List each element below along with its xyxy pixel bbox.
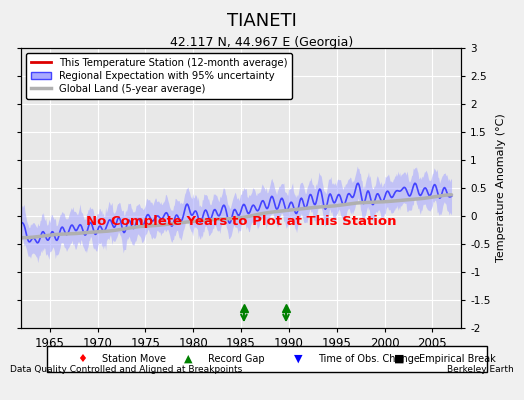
Regional Expectation with 95% uncertainty [42,234,49,239]
Regional Expectation with 95% uncertainty [18,220,24,225]
Regional Expectation with 95% uncertainty [346,191,353,196]
Global Land (5-year average) [278,208,285,213]
Global Land (5-year average) [322,204,329,209]
Text: TIANETI: TIANETI [227,12,297,30]
Text: 42.117 N, 44.967 E (Georgia): 42.117 N, 44.967 E (Georgia) [170,36,354,49]
Text: ▼: ▼ [294,354,302,364]
Line: Global Land (5-year average): Global Land (5-year average) [21,195,452,238]
Text: ▲: ▲ [184,354,192,364]
Regional Expectation with 95% uncertainty [279,196,286,201]
Text: Data Quality Controlled and Aligned at Breakpoints: Data Quality Controlled and Aligned at B… [10,365,243,374]
Line: Regional Expectation with 95% uncertainty: Regional Expectation with 95% uncertaint… [21,183,452,243]
Global Land (5-year average) [18,235,24,240]
FancyBboxPatch shape [47,346,487,372]
Regional Expectation with 95% uncertainty [449,194,455,199]
Text: Empirical Break: Empirical Break [419,354,496,364]
Text: ■: ■ [394,354,405,364]
Regional Expectation with 95% uncertainty [355,181,361,186]
Text: Record Gap: Record Gap [208,354,265,364]
Global Land (5-year average) [42,233,48,238]
Text: Berkeley Earth: Berkeley Earth [447,365,514,374]
Global Land (5-year average) [345,202,352,206]
Global Land (5-year average) [449,192,455,197]
Global Land (5-year average) [389,199,396,204]
Y-axis label: Temperature Anomaly (°C): Temperature Anomaly (°C) [496,114,506,262]
Regional Expectation with 95% uncertainty [391,192,397,197]
Text: Station Move: Station Move [102,354,166,364]
Regional Expectation with 95% uncertainty [403,187,409,192]
Text: Time of Obs. Change: Time of Obs. Change [318,354,420,364]
Legend: This Temperature Station (12-month average), Regional Expectation with 95% uncer: This Temperature Station (12-month avera… [26,53,292,99]
Global Land (5-year average) [401,198,408,202]
Text: ♦: ♦ [78,354,88,364]
Regional Expectation with 95% uncertainty [323,206,329,210]
Regional Expectation with 95% uncertainty [35,240,41,245]
Text: No Complete Years to Plot at This Station: No Complete Years to Plot at This Statio… [86,215,396,228]
